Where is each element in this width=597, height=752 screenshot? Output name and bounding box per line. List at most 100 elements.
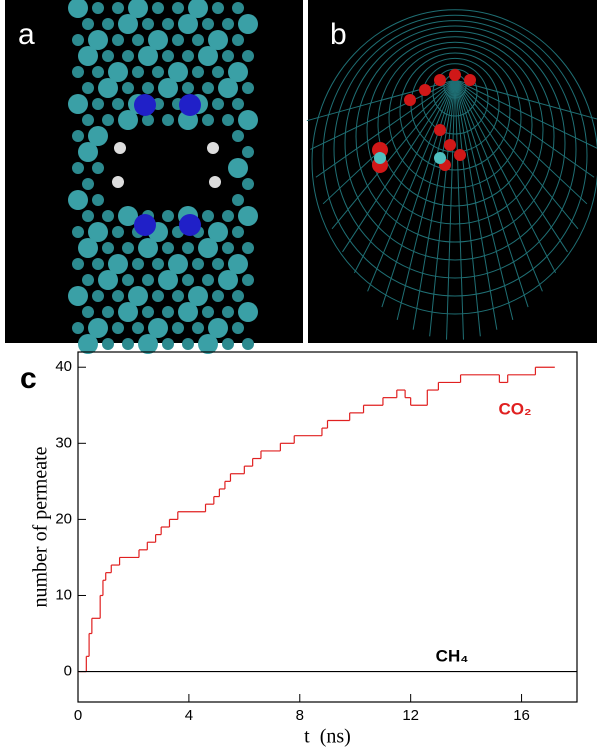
mesh-ring (399, 52, 511, 171)
atom (88, 318, 108, 338)
atom (82, 274, 94, 286)
molecule-atom (454, 149, 466, 161)
atom (232, 290, 244, 302)
atom (92, 258, 104, 270)
molecule-atom (449, 69, 461, 81)
atom (238, 302, 258, 322)
mesh-line (353, 79, 456, 274)
atom (162, 210, 174, 222)
mesh-line (342, 79, 456, 253)
mesh-line (322, 79, 456, 205)
atom (68, 286, 88, 306)
atom (92, 290, 104, 302)
hydrogen-atom (112, 176, 124, 188)
atom (202, 18, 214, 30)
nitrogen-atom (179, 214, 201, 236)
molecule-atom (419, 84, 431, 96)
atom (138, 334, 158, 354)
atom (72, 130, 84, 142)
atom (102, 18, 114, 30)
atom (132, 66, 144, 78)
x-tick-label: 4 (185, 707, 193, 724)
atom (232, 226, 244, 238)
atom (218, 78, 238, 98)
x-tick-label: 12 (402, 707, 419, 724)
atom (92, 98, 104, 110)
atom (232, 98, 244, 110)
atom (102, 242, 114, 254)
atom (92, 66, 104, 78)
panel-label: a (18, 18, 35, 51)
series-label: CO₂ (498, 399, 531, 418)
mesh-ring (377, 41, 533, 207)
atom (238, 110, 258, 130)
atom (162, 50, 174, 62)
atom (212, 258, 224, 270)
y-tick-label: 20 (55, 510, 72, 527)
atom (152, 66, 164, 78)
atom (82, 82, 94, 94)
atom (242, 338, 254, 350)
atom (182, 50, 194, 62)
nitrogen-atom (134, 214, 156, 236)
mesh-line (454, 79, 595, 178)
atom (242, 178, 254, 190)
y-tick-label: 10 (55, 586, 72, 603)
atom (192, 66, 204, 78)
atom (68, 190, 88, 210)
atom (112, 34, 124, 46)
atom (118, 110, 138, 130)
atom (122, 242, 134, 254)
atom (212, 2, 224, 14)
atom (118, 206, 138, 226)
atom (112, 2, 124, 14)
atom (128, 286, 148, 306)
mesh-line (454, 79, 588, 205)
atom (148, 30, 168, 50)
atom (68, 0, 88, 18)
atom (208, 318, 228, 338)
atom (142, 274, 154, 286)
atom (172, 2, 184, 14)
atom (172, 34, 184, 46)
atom (78, 334, 98, 354)
atom (188, 286, 208, 306)
atom (72, 66, 84, 78)
atom (238, 206, 258, 226)
hydrogen-atom (114, 142, 126, 154)
atom (202, 210, 214, 222)
atom (232, 322, 244, 334)
y-tick-label: 40 (55, 358, 72, 375)
atom (218, 270, 238, 290)
atom (232, 194, 244, 206)
atom (132, 34, 144, 46)
atom (212, 66, 224, 78)
atom (122, 338, 134, 350)
atom (228, 254, 248, 274)
atom (222, 306, 234, 318)
mesh-ring (311, 9, 597, 315)
atom (192, 258, 204, 270)
mesh-ring (344, 25, 566, 261)
nitrogen-atom (134, 94, 156, 116)
atom (112, 98, 124, 110)
mesh-ring (355, 30, 555, 243)
atom (92, 162, 104, 174)
atom (242, 146, 254, 158)
atom (242, 82, 254, 94)
atom (142, 114, 154, 126)
mesh-line (454, 79, 464, 340)
mesh-line (454, 79, 579, 230)
atom (112, 322, 124, 334)
mesh-line (381, 79, 456, 308)
atom (118, 302, 138, 322)
atom (182, 338, 194, 350)
atom (242, 50, 254, 62)
mesh-line (446, 79, 456, 340)
atom (72, 34, 84, 46)
atom (142, 306, 154, 318)
atom (72, 322, 84, 334)
atom (78, 142, 98, 162)
atom (102, 50, 114, 62)
